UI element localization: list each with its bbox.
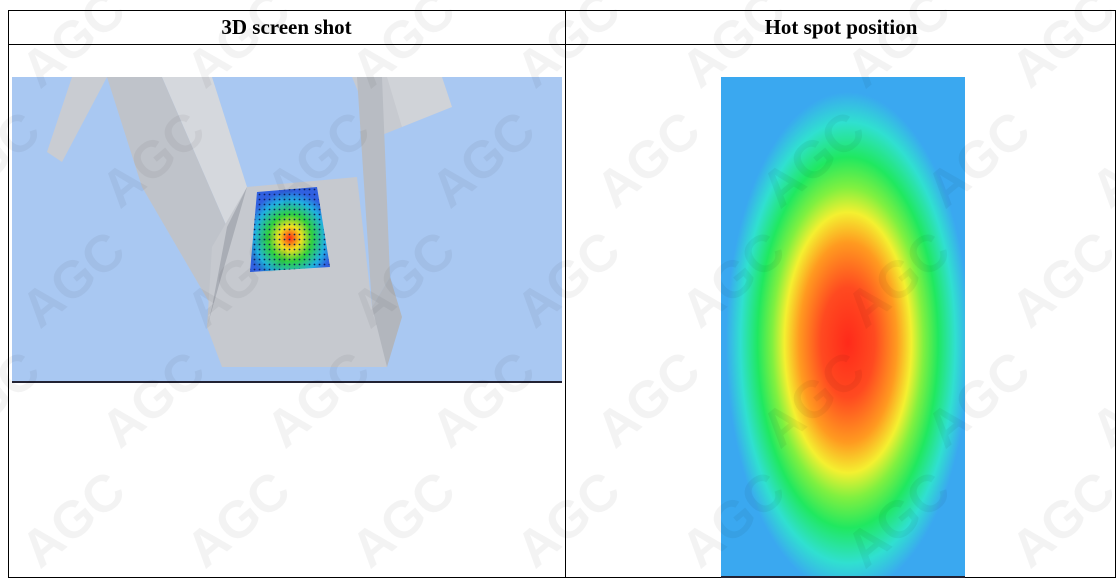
screenshot-3d <box>12 77 562 383</box>
header-cell: 3D screen shot <box>221 15 352 39</box>
table: 3D screen shot Hot spot position <box>8 10 1116 578</box>
header-cell: Hot spot position <box>764 15 918 39</box>
hot-spot-map <box>721 77 965 578</box>
